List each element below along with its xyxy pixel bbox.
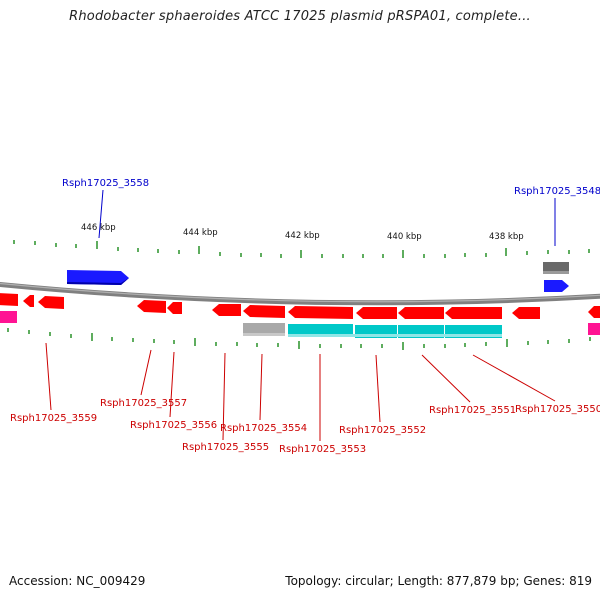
- feature-gray-inner-shade: [243, 333, 285, 336]
- reverse-genes: [0, 293, 600, 319]
- label-leader-3558: [98, 189, 104, 239]
- gene-label-3559[interactable]: Rsph17025_3559: [10, 413, 97, 424]
- label-leader-3556: [169, 351, 175, 418]
- label-leader-3552: [375, 354, 381, 423]
- gene-3551-arrow[interactable]: [398, 307, 444, 319]
- gene-3555-arrow[interactable]: [212, 304, 241, 316]
- gene-label-3548[interactable]: Rsph17025_3548: [514, 186, 600, 197]
- feature-gray-inner[interactable]: [243, 323, 285, 336]
- gene-3559-arrow[interactable]: [0, 293, 18, 306]
- gene-3553-arrow[interactable]: [288, 306, 353, 319]
- label-leader-3551: [421, 354, 471, 403]
- label-leader-3554: [259, 353, 263, 421]
- backbone-arc: [0, 281, 600, 306]
- scale-label-438: 438 kbp: [489, 232, 524, 242]
- feature-magenta-right[interactable]: [588, 323, 600, 335]
- label-leader-3559: [45, 342, 52, 411]
- accession-text: Accession: NC_009429: [9, 574, 146, 588]
- gene-label-3554[interactable]: Rsph17025_3554: [220, 423, 307, 434]
- outer-ticks: [13, 240, 590, 258]
- gene-arrow[interactable]: [23, 295, 34, 307]
- gene-3558-arrow[interactable]: [67, 270, 129, 285]
- gene-label-3555[interactable]: Rsph17025_3555: [182, 442, 269, 453]
- gene-arrow[interactable]: [512, 307, 540, 319]
- genome-summary-text: Topology: circular; Length: 877,879 bp; …: [285, 574, 592, 588]
- gene-arrow[interactable]: [588, 306, 600, 318]
- gene-arrow[interactable]: [38, 296, 64, 309]
- gene-3558-shade: [67, 278, 129, 285]
- feature-cyan-shade: [288, 334, 502, 337]
- gene-label-3550[interactable]: Rsph17025_3550: [515, 404, 600, 415]
- gene-label-3551[interactable]: Rsph17025_3551: [429, 405, 516, 416]
- gene-label-3556[interactable]: Rsph17025_3556: [130, 420, 217, 431]
- backbone-highlight: [0, 282, 600, 303]
- label-leader-3555: [222, 352, 226, 441]
- gene-3554-arrow[interactable]: [243, 305, 285, 318]
- gene-label-3553[interactable]: Rsph17025_3553: [279, 444, 366, 455]
- feature-magenta-left[interactable]: [0, 311, 17, 323]
- scale-label-444: 444 kbp: [183, 228, 218, 238]
- label-leader-3550: [472, 354, 556, 402]
- gene-label-3557[interactable]: Rsph17025_3557: [100, 398, 187, 409]
- label-leader-3557: [140, 349, 152, 396]
- gene-3548-arrow[interactable]: [544, 280, 569, 292]
- gene-3556-arrow[interactable]: [167, 302, 182, 314]
- gene-3550-arrow[interactable]: [445, 307, 502, 319]
- gene-label-3558[interactable]: Rsph17025_3558: [62, 178, 149, 189]
- gene-label-3552[interactable]: Rsph17025_3552: [339, 425, 426, 436]
- scale-label-446: 446 kbp: [81, 223, 116, 233]
- gene-3552-arrow[interactable]: [356, 307, 397, 319]
- feature-cyan-3553[interactable]: [288, 324, 353, 337]
- inner-ticks: [7, 328, 591, 350]
- bottom-leaders: [45, 342, 556, 441]
- scale-label-442: 442 kbp: [285, 231, 320, 241]
- gene-3557-arrow[interactable]: [137, 300, 166, 313]
- map-title: Rhodobacter sphaeroides ATCC 17025 plasm…: [69, 9, 531, 24]
- feature-gray-top-shade: [543, 271, 569, 274]
- scale-label-440: 440 kbp: [387, 232, 422, 242]
